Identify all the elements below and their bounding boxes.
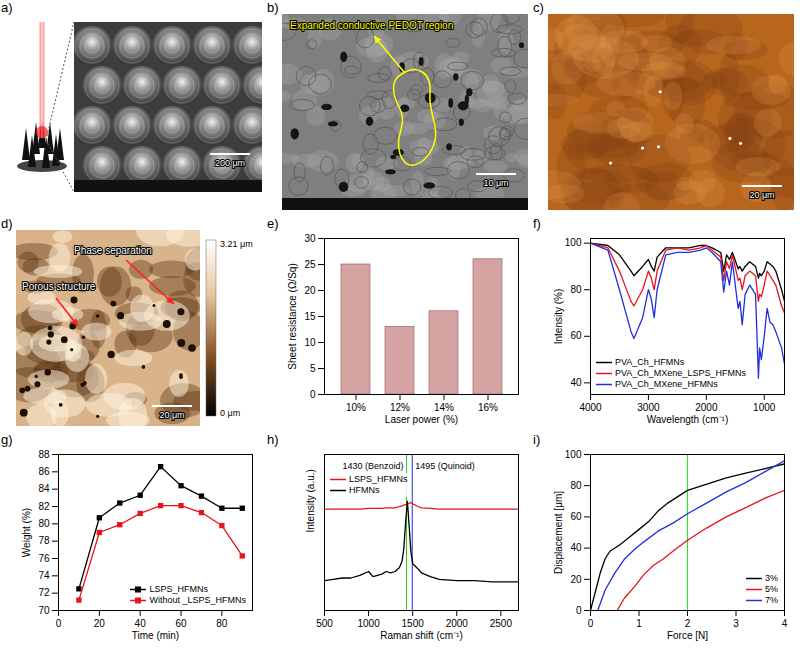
html-text:g): g) <box>1 432 13 447</box>
svg-text:60: 60 <box>570 330 582 341</box>
svg-text:76: 76 <box>38 553 50 564</box>
svg-text:80: 80 <box>216 618 228 629</box>
svg-text:500: 500 <box>316 618 333 629</box>
svg-text:10: 10 <box>304 337 316 348</box>
svg-text:0: 0 <box>576 605 582 616</box>
svg-text:60: 60 <box>570 511 582 522</box>
svg-text:74: 74 <box>38 570 50 581</box>
svg-text:86: 86 <box>38 466 50 477</box>
svg-text:Weight (%): Weight (%) <box>21 508 32 557</box>
svg-text:Laser power (%): Laser power (%) <box>385 414 458 425</box>
svg-text:72: 72 <box>38 587 50 598</box>
svg-text:78: 78 <box>38 535 50 546</box>
html-text:PVA_Ch_MXene_LSPS_HFMNs: PVA_Ch_MXene_LSPS_HFMNs <box>615 368 746 378</box>
html-text:7%: 7% <box>765 595 778 605</box>
svg-text:3000: 3000 <box>637 402 660 413</box>
svg-text:2: 2 <box>685 618 691 629</box>
html-text:e): e) <box>267 216 279 231</box>
svg-text:Time (min): Time (min) <box>132 630 179 641</box>
svg-text:10 μm: 10 μm <box>483 178 508 188</box>
svg-text:100: 100 <box>565 449 582 460</box>
html-text:PVA_Ch_HFMNs: PVA_Ch_HFMNs <box>615 357 685 367</box>
html-text:LSPS_HFMNs: LSPS_HFMNs <box>149 584 208 594</box>
svg-text:Displacement [μm]: Displacement [μm] <box>553 491 564 574</box>
svg-text:80: 80 <box>570 284 582 295</box>
svg-text:88: 88 <box>38 449 50 460</box>
svg-text:40: 40 <box>135 618 147 629</box>
svg-text:80: 80 <box>38 518 50 529</box>
html-text:i): i) <box>533 432 541 447</box>
svg-text:20 μm: 20 μm <box>159 410 184 420</box>
svg-text:0: 0 <box>56 618 62 629</box>
html-text:PVA_Ch_MXene_HFMNs: PVA_Ch_MXene_HFMNs <box>615 379 718 389</box>
svg-text:10%: 10% <box>346 402 366 413</box>
svg-text:4000: 4000 <box>579 402 602 413</box>
svg-text:40: 40 <box>570 377 582 388</box>
svg-text:1: 1 <box>636 618 642 629</box>
html-text:3%: 3% <box>765 573 778 583</box>
svg-text:12%: 12% <box>390 402 410 413</box>
svg-text:100: 100 <box>565 237 582 248</box>
svg-text:1500: 1500 <box>402 618 425 629</box>
svg-text:0: 0 <box>310 389 316 400</box>
svg-text:Sheet resistance (Ω/Sq): Sheet resistance (Ω/Sq) <box>287 263 298 369</box>
svg-text:2500: 2500 <box>490 618 513 629</box>
svg-text:2000: 2000 <box>695 402 718 413</box>
svg-text:60: 60 <box>175 618 187 629</box>
svg-text:1000: 1000 <box>753 402 776 413</box>
svg-text:14%: 14% <box>434 402 454 413</box>
html-text:c): c) <box>533 0 544 15</box>
svg-text:1000: 1000 <box>357 618 380 629</box>
svg-text:Intensity (a.u.): Intensity (a.u.) <box>305 469 316 532</box>
svg-text:3: 3 <box>733 618 739 629</box>
svg-text:Phase separation: Phase separation <box>74 245 152 256</box>
html-text:5%: 5% <box>765 584 778 594</box>
svg-text:5: 5 <box>310 363 316 374</box>
svg-text:40: 40 <box>570 542 582 553</box>
html-text:Without _LSPS_HFMNs: Without _LSPS_HFMNs <box>149 595 246 605</box>
html-text:LSPS_HFMNs: LSPS_HFMNs <box>349 474 408 484</box>
svg-text:15: 15 <box>304 311 316 322</box>
svg-text:20: 20 <box>94 618 106 629</box>
html-text:h): h) <box>267 432 279 447</box>
svg-text:Wavelength (cm⁻¹): Wavelength (cm⁻¹) <box>647 414 729 425</box>
svg-text:3.21 μm: 3.21 μm <box>220 239 253 249</box>
svg-text:80: 80 <box>570 480 582 491</box>
html-text:HFMNs: HFMNs <box>349 485 380 495</box>
svg-text:82: 82 <box>38 501 50 512</box>
svg-text:2000: 2000 <box>446 618 469 629</box>
svg-text:20: 20 <box>570 574 582 585</box>
svg-text:Force [N]: Force [N] <box>667 630 708 641</box>
html-text:f): f) <box>533 216 541 231</box>
svg-text:1495 (Quinoid): 1495 (Quinoid) <box>415 461 475 471</box>
svg-text:20 μm: 20 μm <box>749 190 774 200</box>
svg-text:16%: 16% <box>478 402 498 413</box>
svg-text:Porous structure: Porous structure <box>22 281 96 292</box>
svg-text:70: 70 <box>38 605 50 616</box>
svg-text:0: 0 <box>588 618 594 629</box>
svg-text:1430 (Benzoid): 1430 (Benzoid) <box>342 461 403 471</box>
svg-text:0 μm: 0 μm <box>220 408 240 418</box>
svg-text:25: 25 <box>304 259 316 270</box>
svg-text:20: 20 <box>304 285 316 296</box>
svg-text:Intensity (%): Intensity (%) <box>553 289 564 345</box>
html-text:b): b) <box>267 0 279 15</box>
html-text:d): d) <box>1 216 13 231</box>
html-text:a): a) <box>1 0 13 15</box>
svg-text:4: 4 <box>782 618 788 629</box>
svg-text:Raman shift (cm⁻¹): Raman shift (cm⁻¹) <box>380 630 462 641</box>
svg-text:84: 84 <box>38 483 50 494</box>
svg-text:Expanded conductive PEDOT regi: Expanded conductive PEDOT region <box>290 20 453 31</box>
svg-text:200 μm: 200 μm <box>215 158 245 168</box>
svg-text:30: 30 <box>304 233 316 244</box>
